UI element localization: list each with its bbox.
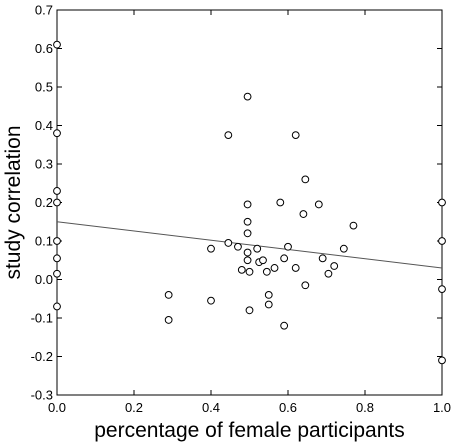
y-axis: -0.3 -0.2 -0.1 0.0 0.1 0.2 0.3 0.4 0.5 0.6 0.7 (31, 3, 442, 403)
x-tick-label: 0.0 (48, 400, 66, 415)
data-point (438, 237, 446, 245)
data-point (299, 210, 308, 218)
data-point (291, 131, 300, 140)
data-point (243, 229, 252, 238)
data-point (53, 302, 61, 311)
data-point (53, 129, 61, 138)
x-axis: 0.0 0.2 0.4 0.6 0.8 1.0 (48, 10, 451, 415)
x-tick-label: 0.6 (279, 400, 297, 415)
data-point (259, 256, 267, 265)
data-point (237, 265, 246, 274)
data-point (438, 285, 446, 294)
data-point (207, 244, 215, 253)
data-point (243, 248, 252, 257)
x-tick-label: 0.2 (125, 400, 143, 415)
y-tick-label: 0.2 (35, 195, 53, 210)
data-point (438, 356, 446, 365)
data-point (276, 198, 285, 207)
y-tick-label: 0.7 (35, 3, 53, 18)
x-axis-title: percentage of female participants (94, 419, 405, 442)
data-point (301, 175, 310, 184)
x-tick-label: 0.4 (202, 400, 220, 415)
data-point (301, 281, 310, 290)
data-point (264, 291, 273, 299)
data-point (438, 198, 446, 207)
data-point (164, 291, 173, 299)
data-point (53, 237, 61, 245)
data-point (164, 316, 173, 324)
y-tick-label: -0.1 (31, 311, 53, 326)
data-point (280, 321, 289, 330)
data-point (284, 242, 292, 251)
data-point (291, 264, 300, 272)
y-axis-title: study correlation (2, 125, 25, 279)
x-tick-label: 1.0 (433, 400, 451, 415)
data-point (243, 256, 252, 265)
trend-line (56, 221, 443, 269)
data-point (349, 221, 358, 230)
data-point (253, 244, 262, 253)
data-point (234, 242, 242, 251)
data-point (243, 92, 252, 101)
y-tick-label: 0.0 (35, 272, 53, 287)
data-point (224, 131, 233, 140)
data-point (314, 200, 323, 209)
data-point (243, 217, 252, 226)
data-point (264, 300, 273, 309)
data-point (53, 187, 61, 195)
data-point (207, 296, 215, 305)
data-points (53, 40, 446, 365)
data-point (330, 262, 339, 270)
data-point (243, 200, 252, 209)
data-point (324, 269, 333, 278)
data-point (53, 198, 61, 207)
y-tick-label: 0.1 (35, 234, 53, 249)
data-point (245, 306, 254, 315)
y-tick-label: 0.3 (35, 157, 53, 172)
data-point (53, 40, 61, 49)
data-point (224, 239, 233, 247)
y-tick-label: -0.2 (31, 349, 53, 364)
data-point (339, 244, 348, 253)
data-point (53, 269, 61, 278)
y-tick-label: 0.5 (35, 80, 53, 95)
x-tick-label: 0.8 (356, 400, 374, 415)
y-tick-label: 0.6 (35, 41, 53, 56)
y-tick-label: -0.3 (31, 388, 53, 403)
y-tick-label: 0.4 (35, 118, 53, 133)
data-point (270, 264, 279, 272)
data-point (245, 267, 254, 276)
data-point (262, 267, 271, 276)
data-point (53, 254, 61, 263)
data-point (280, 254, 289, 263)
data-point (318, 254, 327, 263)
